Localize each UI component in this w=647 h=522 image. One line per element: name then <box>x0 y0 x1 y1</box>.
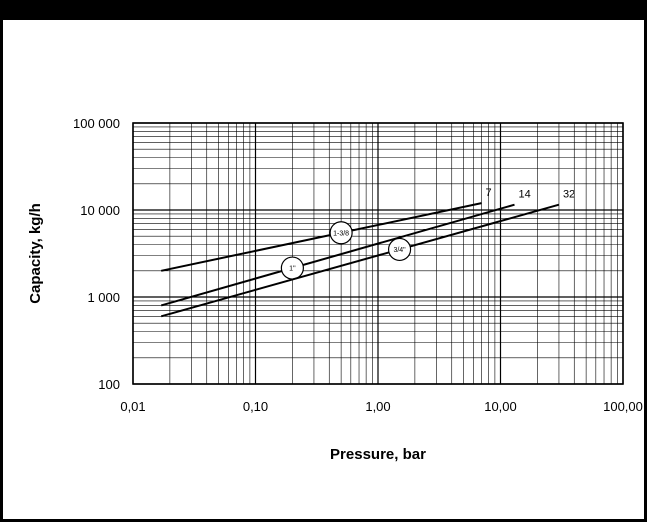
series-line-14 <box>160 203 515 307</box>
y-tick-label: 100 <box>98 377 120 392</box>
y-tick-labels: 100 1 000 10 000 100 000 <box>73 116 120 392</box>
pipe-size-label: 1" <box>289 266 296 273</box>
y-tick-label: 100 000 <box>73 116 120 131</box>
series-end-label-14: 14 <box>518 189 530 201</box>
series-line-32 <box>160 203 560 318</box>
y-axis-label: Capacity, kg/h <box>27 203 44 304</box>
series-lines: 7 1-3/8 14 1" 32 3/4" <box>160 187 575 318</box>
y-tick-label: 1 000 <box>87 290 120 305</box>
plot-border <box>132 122 624 385</box>
x-tick-labels: 0,01 0,10 1,00 10,00 100,00 <box>120 399 643 414</box>
x-tick-label: 100,00 <box>603 399 643 414</box>
series-line-7 <box>160 202 482 272</box>
pipe-size-marker <box>387 237 412 262</box>
x-tick-label: 0,10 <box>243 399 268 414</box>
x-tick-label: 1,00 <box>365 399 390 414</box>
series-end-label-7: 7 <box>486 187 492 199</box>
x-axis-label: Pressure, bar <box>330 446 426 463</box>
pipe-size-marker <box>329 221 353 245</box>
y-tick-label: 10 000 <box>80 203 120 218</box>
x-tick-label: 0,01 <box>120 399 145 414</box>
title-bar <box>0 0 647 20</box>
grid <box>132 122 624 385</box>
series-end-label-32: 32 <box>563 189 575 201</box>
pipe-size-label: 1-3/8 <box>333 230 349 237</box>
x-tick-label: 10,00 <box>484 399 517 414</box>
pipe-size-label: 3/4" <box>393 247 406 254</box>
